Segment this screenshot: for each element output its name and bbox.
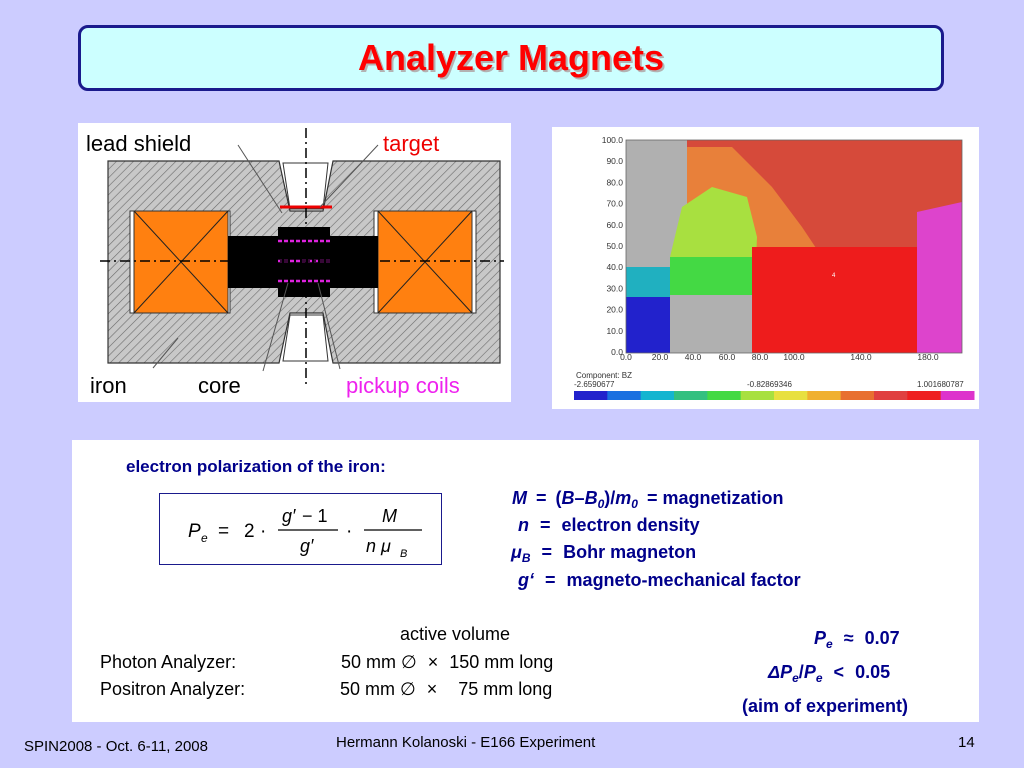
label-pickup-coils: pickup coils [346,373,460,398]
label-target: target [383,131,439,156]
title-box: Analyzer Magnets [78,25,944,91]
definition-bohr-magneton: μB = Bohr magneton [511,542,697,565]
field-map: 4 100.090.080.070.060.050.040.030.020.01… [574,135,975,400]
svg-text:g′: g′ [300,536,314,556]
x-tick-label: 20.0 [652,352,669,362]
footer-page-number: 14 [958,734,975,751]
scale-swatch [907,391,942,400]
y-tick-label: 70.0 [606,199,623,209]
svg-text:n μ: n μ [366,536,391,556]
coil-right [377,210,473,314]
y-tick-label: 10.0 [606,326,623,336]
component-label: Component: BZ [576,371,632,380]
photon-analyzer-volume: 50 mm ∅ × 150 mm long [341,652,554,672]
scale-swatch [607,391,642,400]
svg-text:=: = [218,521,229,542]
scale-swatch [807,391,842,400]
x-tick-label: 0.0 [620,352,632,362]
coil-left [133,210,229,314]
label-lead-shield: lead shield [86,131,191,156]
scale-mid-label: -0.82869346 [747,380,792,389]
scale-swatch [740,391,775,400]
pe-result: Pe ≈ 0.07 [814,628,900,651]
definition-magnetization: M = (B–B0)/m0 = magnetization [512,488,784,511]
svg-text:M: M [382,506,397,526]
field-marker: 4 [832,273,836,279]
label-core: core [198,373,241,398]
scale-swatch [707,391,742,400]
scale-max-label: 1.001680787 [917,380,964,389]
content-panel: electron polarization of the iron: P e =… [72,440,979,722]
y-tick-label: 60.0 [606,220,623,230]
positron-analyzer-name: Positron Analyzer: [100,679,246,699]
svg-text:e: e [201,531,208,545]
y-tick-label: 100.0 [602,135,624,145]
x-tick-label: 80.0 [752,352,769,362]
y-tick-label: 40.0 [606,262,623,272]
dpe-result: ΔPe/Pe < 0.05 [768,662,891,685]
scale-swatch [574,391,608,400]
color-scale-bar [574,391,975,400]
svg-text:2: 2 [244,521,255,542]
y-tick-label: 90.0 [606,156,623,166]
scale-swatch [674,391,708,400]
footer-conference: SPIN2008 - Oct. 6-11, 2008 [24,738,208,755]
scale-swatch [640,391,675,400]
positron-analyzer-volume: 50 mm ∅ × 75 mm long [340,679,553,699]
scale-swatch [940,391,975,400]
svg-text:g′: g′ [282,506,296,526]
svg-text:P: P [188,521,201,542]
y-tick-label: 20.0 [606,305,623,315]
photon-analyzer-name: Photon Analyzer: [100,652,237,672]
scale-swatch [874,391,908,400]
x-tick-label: 180.0 [917,352,939,362]
symbol-M: M [512,488,527,508]
polarization-formula: P e = 2 · g′ − 1 g′ · M n μ B [159,493,442,565]
definition-density: n = electron density [518,515,700,535]
footer-author: Hermann Kolanoski - E166 Experiment [336,734,596,751]
scale-swatch [840,391,875,400]
svg-text:− 1: − 1 [302,506,328,526]
x-tick-label: 100.0 [783,352,805,362]
field-map-x-ticks: 0.0 20.0 40.0 60.0 80.0 100.0 140.0 180.0 [620,352,939,362]
scale-swatch [774,391,808,400]
y-tick-label: 50.0 [606,241,623,251]
x-tick-label: 40.0 [685,352,702,362]
aim-of-experiment: (aim of experiment) [742,696,909,716]
svg-text:·: · [260,521,266,542]
label-iron: iron [90,373,127,398]
y-tick-label: 80.0 [606,177,623,187]
x-tick-label: 140.0 [850,352,872,362]
magnet-diagram-panel: lead shield target iron core pickup coil… [78,123,511,402]
scale-min-label: -2.6590677 [574,380,615,389]
y-tick-label: 30.0 [606,283,623,293]
y-tick-label: 0.0 [611,347,623,357]
field-map-panel: 4 100.0 90.0 80.0 70.0 60.0 50.0 40.0 30.0 20.0 1… [552,127,979,409]
polarization-heading: electron polarization of the iron: [126,457,386,476]
x-tick-label: 60.0 [719,352,736,362]
field-map-y-ticks: 100.0 90.0 80.0 70.0 60.0 50.0 40.0 30.0 20.0 10.… [602,135,624,357]
svg-text:·: · [346,521,352,542]
definition-gfactor: g‘ = magneto-mechanical factor [518,570,801,590]
svg-text:B: B [400,548,407,560]
slide-title: Analyzer Magnets [357,37,665,78]
magnet-cross-section: lead shield target iron core pickup coil… [86,128,504,398]
active-volume-heading: active volume [400,624,511,644]
